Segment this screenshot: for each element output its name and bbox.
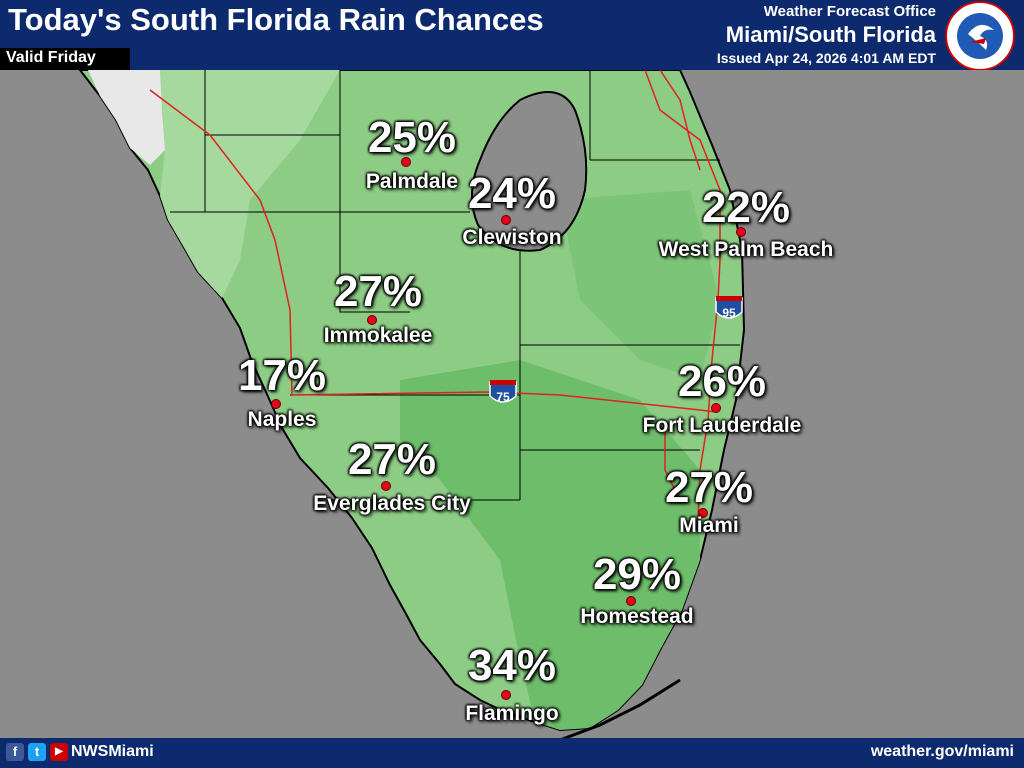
city-name: Flamingo [465,702,559,725]
rain-chance-value: 26% [677,357,767,406]
dark-shade-area-east [560,190,720,380]
valid-day-badge: Valid Friday [0,48,130,70]
city-label-naples: 17% Naples [238,354,326,432]
city-name: Immokalee [323,324,433,347]
rain-chance-value: 27% [347,435,437,484]
city-dot [501,215,511,225]
lake-okeechobee [470,91,588,252]
city-label-west-palm-beach: 22% West Palm Beach [659,186,834,262]
rain-chance-value: 25% [367,113,457,162]
city-dot [736,227,746,237]
city-name: Miami [679,514,739,537]
city-name: West Palm Beach [658,238,834,261]
rain-chance-map: 75 95 [0,70,1024,738]
city-label-fort-lauderdale: 26% Fort Lauderdale [643,360,802,438]
city-label-immokalee: 27% Immokalee [324,270,433,348]
youtube-icon[interactable]: ▶ [50,743,68,761]
rain-chance-value: 27% [664,463,754,512]
city-label-flamingo: 34% Flamingo [465,644,558,726]
rain-chance-value: 22% [701,183,791,232]
city-name: Fort Lauderdale [642,414,802,437]
city-label-homestead: 29% Homestead [580,553,693,629]
city-dot [711,403,721,413]
issued-timestamp: Issued Apr 24, 2026 4:01 AM EDT [716,50,936,66]
i95-label: 95 [722,306,736,320]
social-handle[interactable]: NWSMiami [71,743,154,760]
website-link[interactable]: weather.gov/miami [870,743,1014,760]
city-label-everglades-city: 27% Everglades City [313,438,471,516]
florida-keys [561,678,681,738]
city-name: Naples [247,408,317,431]
office-name: Miami/South Florida [725,22,936,47]
city-name: Everglades City [313,492,471,515]
no-data-area [88,70,165,165]
city-dot [626,596,636,606]
i75-shield: 75 [489,380,517,404]
nws-logo-icon [945,1,1015,71]
header-bar: Today's South Florida Rain Chances Valid… [0,0,1024,71]
city-label-palmdale: 25% Palmdale [366,116,458,194]
i95-shield: 95 [715,296,743,320]
city-label-clewiston: 24% Clewiston [462,172,561,250]
valid-day-label: Valid Friday [6,49,96,66]
city-dot [271,399,281,409]
rain-chance-value: 17% [237,351,327,400]
rain-chance-value: 27% [333,267,423,316]
office-label: Weather Forecast Office [763,3,936,20]
highway-lines [149,70,721,521]
rain-chance-value: 34% [467,641,557,690]
i75-label: 75 [496,390,510,404]
city-dot [501,690,511,700]
city-name: Homestead [580,605,694,628]
twitter-icon[interactable]: t [28,743,46,761]
county-lines [170,70,740,501]
city-name: Palmdale [365,170,459,193]
dark-shade-area [400,360,700,730]
city-dot [698,508,708,518]
city-name: Clewiston [462,226,562,249]
city-dot [367,315,377,325]
page-title: Today's South Florida Rain Chances [8,2,544,37]
rain-chance-value: 29% [592,550,682,599]
rain-chance-value: 24% [467,169,557,218]
footer-bar: f t ▶ NWSMiami weather.gov/miami [0,738,1024,768]
city-label-miami: 27% Miami [665,466,753,538]
city-dot [401,157,411,167]
facebook-icon[interactable]: f [6,743,24,761]
city-dot [381,481,391,491]
